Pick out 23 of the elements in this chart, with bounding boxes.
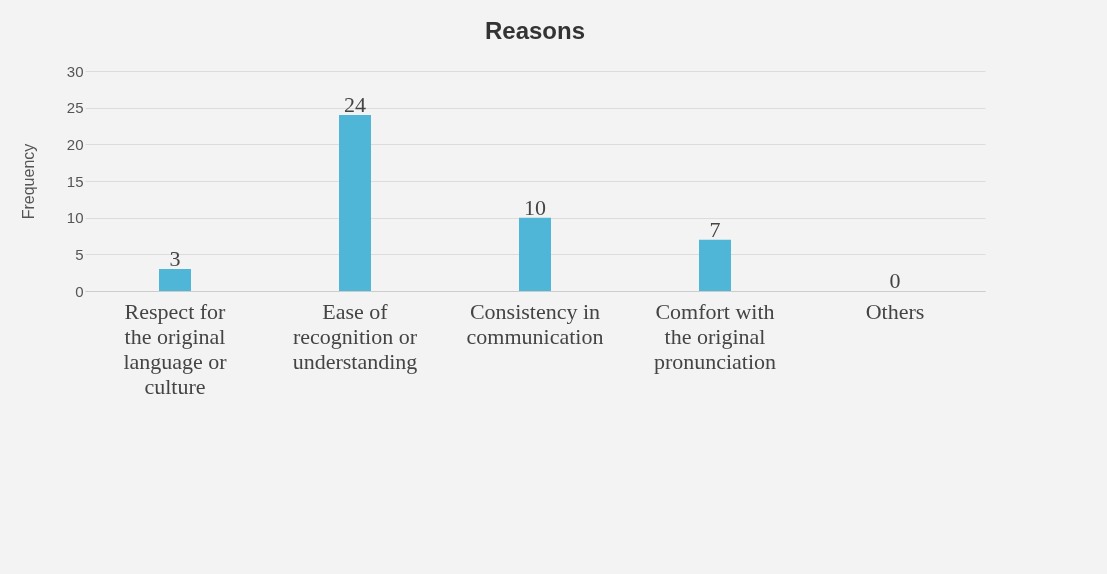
y-tick-label: 10 xyxy=(66,209,84,227)
bar xyxy=(159,269,191,291)
data-label: 7 xyxy=(709,216,721,242)
data-label: 0 xyxy=(889,268,901,293)
y-tick-label: 15 xyxy=(66,172,84,190)
data-label: 3 xyxy=(169,246,181,271)
x-tick-label: Consistency in communication xyxy=(466,298,604,349)
x-tick-label: Respect for the original language or culture xyxy=(123,298,228,399)
y-tick-label: 20 xyxy=(66,135,84,153)
bar xyxy=(339,115,371,291)
data-label: 10 xyxy=(524,194,546,220)
y-tick-label: 5 xyxy=(75,245,84,263)
bar xyxy=(699,239,731,291)
y-tick-label: 25 xyxy=(66,99,84,117)
y-tick-label: 30 xyxy=(66,62,84,80)
bar xyxy=(519,217,551,291)
y-axis-title: Frequency xyxy=(19,143,37,220)
x-tick-label: Comfort with the original pronunciation xyxy=(653,298,777,374)
x-tick-label: Ease of recognition or understanding xyxy=(292,298,418,374)
chart-title: Reasons xyxy=(484,17,586,44)
data-label: 24 xyxy=(344,92,366,117)
x-tick-label: Others xyxy=(865,298,925,324)
y-tick-label: 0 xyxy=(75,282,84,300)
